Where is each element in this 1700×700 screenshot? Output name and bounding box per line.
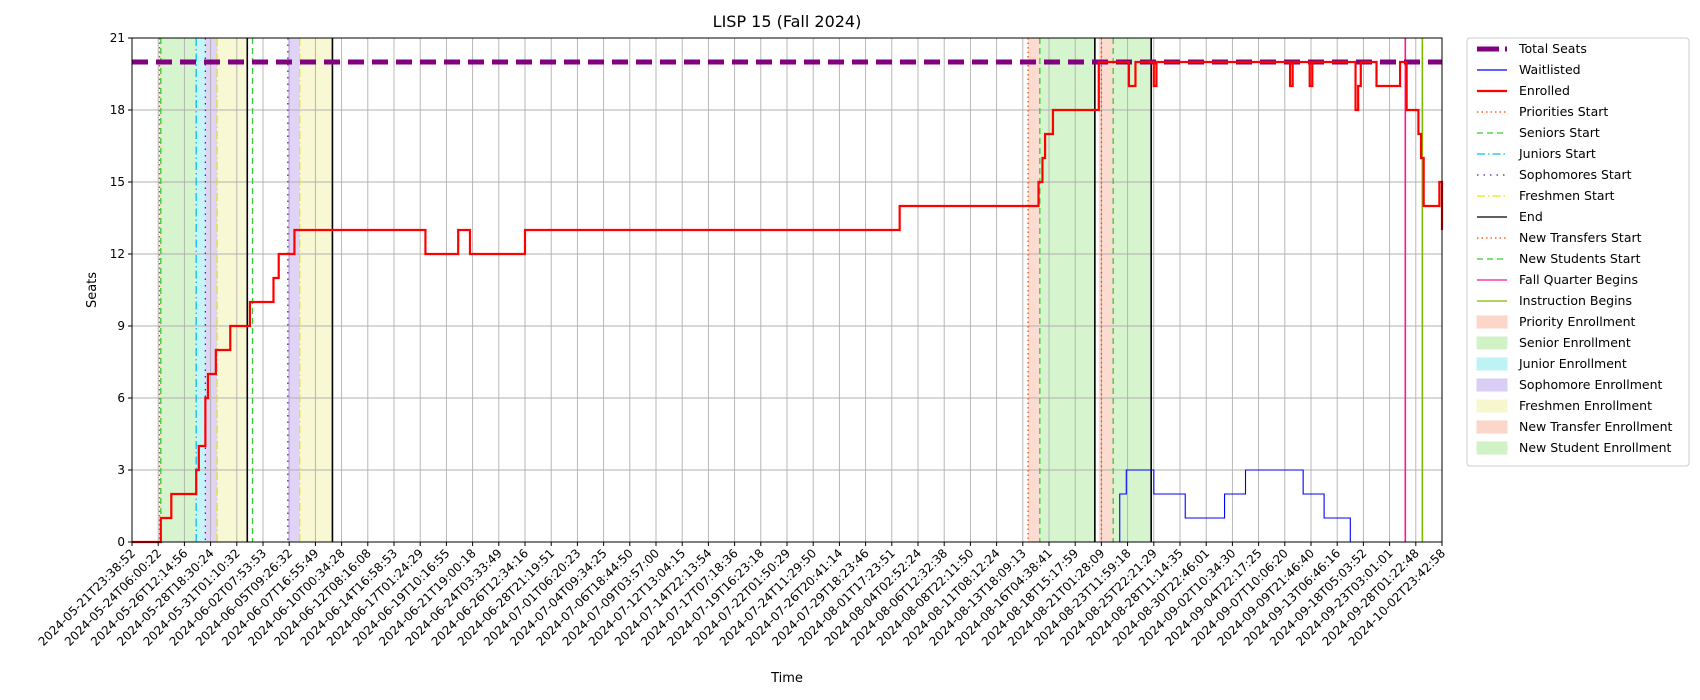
band-4-1 bbox=[299, 38, 333, 542]
legend-swatch-14 bbox=[1476, 336, 1508, 350]
legend-label-1: Waitlisted bbox=[1519, 62, 1581, 77]
chart-title: LISP 15 (Fall 2024) bbox=[713, 12, 862, 31]
band-2-0 bbox=[196, 38, 206, 542]
legend-label-10: New Students Start bbox=[1519, 251, 1641, 266]
legend-label-3: Priorities Start bbox=[1519, 104, 1608, 119]
legend-label-8: End bbox=[1519, 209, 1543, 224]
legend-label-0: Total Seats bbox=[1518, 41, 1587, 56]
x-axis-label: Time bbox=[770, 671, 803, 686]
legend-label-19: New Student Enrollment bbox=[1519, 440, 1671, 455]
legend-swatch-15 bbox=[1476, 357, 1508, 371]
legend-swatch-18 bbox=[1476, 420, 1508, 434]
x-axis: 2024-05-21T23:38:522024-05-24T06:00:2220… bbox=[36, 542, 1448, 649]
series-lines bbox=[132, 59, 1444, 544]
y-tick-label-1: 3 bbox=[117, 463, 125, 477]
y-tick-label-7: 21 bbox=[110, 31, 125, 45]
legend-label-18: New Transfer Enrollment bbox=[1519, 419, 1673, 434]
legend-label-17: Freshmen Enrollment bbox=[1519, 398, 1652, 413]
band-0-0 bbox=[159, 38, 161, 542]
legend-swatch-16 bbox=[1476, 378, 1508, 392]
series-line-2 bbox=[132, 60, 1444, 544]
legend-label-9: New Transfers Start bbox=[1519, 230, 1642, 245]
legend-box bbox=[1466, 37, 1690, 467]
band-4-0 bbox=[217, 38, 248, 542]
legend-swatch-19 bbox=[1476, 441, 1508, 455]
y-tick-label-2: 6 bbox=[117, 391, 125, 405]
legend-label-11: Fall Quarter Begins bbox=[1519, 272, 1638, 287]
legend-label-13: Priority Enrollment bbox=[1519, 314, 1636, 329]
legend-label-4: Seniors Start bbox=[1519, 125, 1600, 140]
legend-label-2: Enrolled bbox=[1519, 83, 1570, 98]
band-6-0 bbox=[1113, 38, 1152, 542]
band-5-0 bbox=[1098, 38, 1114, 542]
legend-label-7: Freshmen Start bbox=[1519, 188, 1615, 203]
legend-swatch-13 bbox=[1476, 315, 1508, 329]
legend-label-16: Sophomore Enrollment bbox=[1519, 377, 1663, 392]
y-tick-label-6: 18 bbox=[110, 103, 125, 117]
band-3-1 bbox=[287, 38, 300, 542]
band-1-2 bbox=[1039, 38, 1095, 542]
legend-label-15: Junior Enrollment bbox=[1518, 356, 1627, 371]
y-tick-label-5: 15 bbox=[110, 175, 125, 189]
legend-label-14: Senior Enrollment bbox=[1519, 335, 1631, 350]
legend-swatch-17 bbox=[1476, 399, 1508, 413]
legend-label-6: Sophomores Start bbox=[1519, 167, 1632, 182]
series-line-1 bbox=[132, 469, 1442, 543]
y-tick-label-0: 0 bbox=[117, 535, 125, 549]
band-3-0 bbox=[205, 38, 218, 542]
event-lines bbox=[158, 38, 1424, 542]
y-axis: 0 3 6 9 12 15 18 21 bbox=[110, 31, 132, 549]
y-tick-label-4: 12 bbox=[110, 247, 125, 261]
band-0-1 bbox=[1028, 38, 1040, 542]
enrollment-bands bbox=[159, 38, 1152, 542]
band-1-0 bbox=[160, 38, 197, 542]
legend: Total Seats Waitlisted Enrolled Priorities … bbox=[1466, 37, 1690, 467]
y-tick-label-3: 9 bbox=[117, 319, 125, 333]
legend-label-5: Juniors Start bbox=[1518, 146, 1596, 161]
legend-label-12: Instruction Begins bbox=[1519, 293, 1632, 308]
y-axis-label: Seats bbox=[85, 272, 100, 308]
